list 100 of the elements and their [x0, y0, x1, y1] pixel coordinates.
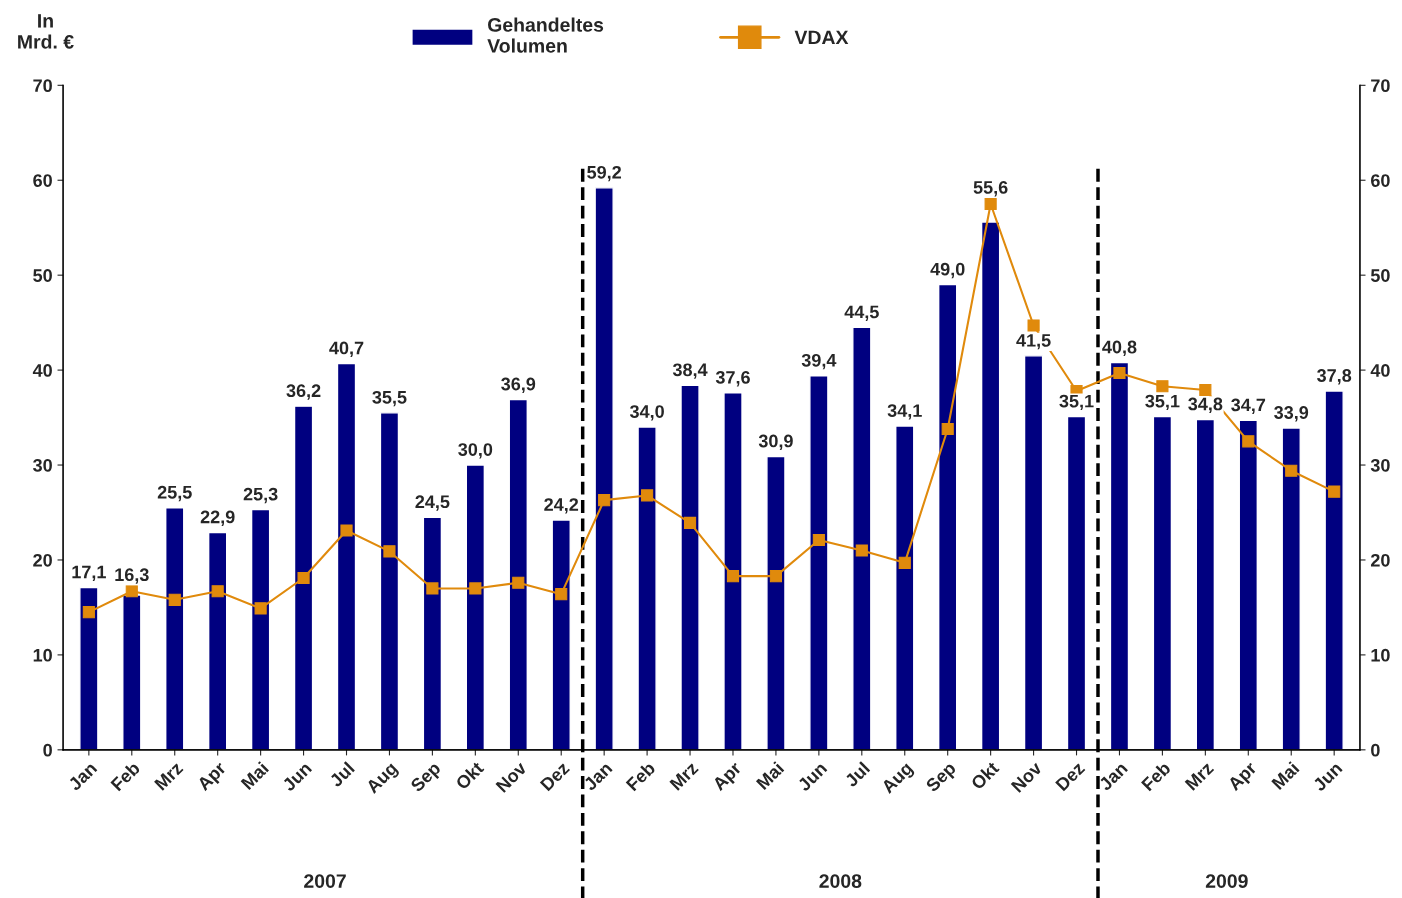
point [1328, 485, 1341, 498]
x-tick-label: Aug [365, 761, 401, 797]
data-label: 39,4 [801, 353, 837, 370]
point [1113, 366, 1126, 380]
data-label: 35,1 [1059, 394, 1094, 411]
x-tick-label: Jun [1312, 761, 1343, 793]
data-label: 34,0 [629, 405, 664, 421]
data-label: 38,4 [672, 363, 708, 379]
point [855, 544, 868, 557]
bar [79, 586, 99, 750]
point [941, 422, 954, 436]
x-tick-label: Jun [281, 761, 313, 793]
data-label: 37,8 [1317, 369, 1352, 385]
bar [336, 362, 357, 750]
point [340, 524, 353, 537]
x-tick-label: Nov [495, 760, 528, 793]
bar [508, 398, 528, 750]
data-label: 34,7 [1231, 398, 1266, 414]
data-label: 25,3 [243, 487, 278, 504]
data-label: 25,5 [157, 485, 192, 502]
bar [1066, 415, 1087, 750]
bar [293, 405, 314, 750]
bar [551, 519, 571, 750]
y2-tick-label: 50 [1370, 269, 1390, 282]
data-label: 24,5 [415, 495, 450, 511]
bar [852, 326, 872, 750]
point [769, 570, 782, 583]
x-tick-label: Jan [1098, 761, 1129, 792]
x-tick-label: Mrz [154, 761, 184, 791]
x-tick-label: Mai [1270, 761, 1300, 791]
data-label: 22,9 [200, 510, 235, 526]
point [1285, 464, 1298, 477]
x-tick-label: Okt [454, 760, 485, 791]
bar [1195, 418, 1216, 750]
x-tick-label: Mai [240, 761, 270, 791]
data-label: 40,7 [329, 341, 364, 357]
bar [723, 392, 743, 750]
data-label: 30,0 [458, 443, 493, 459]
point [726, 570, 740, 583]
bar [465, 464, 486, 750]
x-tick-label: Okt [969, 760, 1000, 791]
bar [379, 412, 400, 750]
data-label: 16,3 [115, 568, 149, 584]
y-tick-label: 10 [33, 648, 52, 662]
point [469, 582, 482, 595]
y2-tick-label: 30 [1370, 458, 1390, 472]
bar [980, 221, 1001, 750]
x-tick-label: Dez [539, 761, 571, 792]
point [297, 571, 310, 585]
y-axis-title: In Mrd. € [18, 14, 74, 49]
data-label: 35,1 [1145, 394, 1180, 411]
data-label: 49,0 [930, 262, 965, 279]
bar [165, 507, 185, 750]
point [125, 585, 138, 598]
x-tick-label: Nov [1010, 760, 1043, 793]
x-tick-label: Mai [755, 761, 785, 791]
point [1156, 380, 1169, 393]
x-tick-label: Sep [409, 761, 444, 796]
data-label: 37,6 [715, 370, 750, 387]
data-label: 59,2 [587, 165, 622, 182]
bar [122, 594, 142, 750]
x-tick-label: Mrz [669, 761, 699, 791]
bar [594, 187, 614, 750]
data-label: 40,8 [1102, 340, 1137, 356]
y2-tick-label: 40 [1370, 364, 1390, 377]
bar [637, 426, 657, 750]
x-tick-label: Feb [1140, 760, 1172, 792]
point [812, 533, 825, 547]
bar [1281, 427, 1301, 750]
x-tick-label: Sep [924, 761, 960, 796]
text: 2008 [819, 874, 862, 888]
data-label: 17,1 [72, 565, 106, 581]
data-label: 36,9 [501, 377, 536, 394]
bar [1238, 419, 1259, 750]
bar [250, 508, 271, 750]
point [168, 593, 181, 606]
data-label: 55,6 [973, 180, 1008, 197]
data-label: 30,9 [758, 434, 793, 450]
y-tick-label: 70 [33, 79, 52, 93]
bar [766, 455, 786, 750]
text: 2009 [1205, 874, 1248, 888]
data-label: 24,2 [544, 498, 579, 514]
legend-label: VDAX [794, 30, 849, 45]
point [82, 606, 95, 619]
point [383, 545, 396, 558]
point [984, 197, 997, 211]
data-label: 34,8 [1188, 397, 1223, 413]
point [683, 516, 697, 530]
y-tick-label: 60 [33, 174, 52, 187]
y-tick-label: 50 [33, 269, 52, 282]
bar [1109, 361, 1130, 750]
point [254, 602, 267, 615]
text: 2007 [304, 874, 346, 888]
point [598, 494, 611, 507]
bar [1023, 355, 1044, 750]
point [641, 489, 654, 502]
y2-tick-label: 0 [1371, 743, 1380, 757]
y2-tick-label: 70 [1371, 79, 1390, 93]
data-label: 33,9 [1274, 406, 1309, 422]
data-label: 44,5 [844, 305, 879, 321]
